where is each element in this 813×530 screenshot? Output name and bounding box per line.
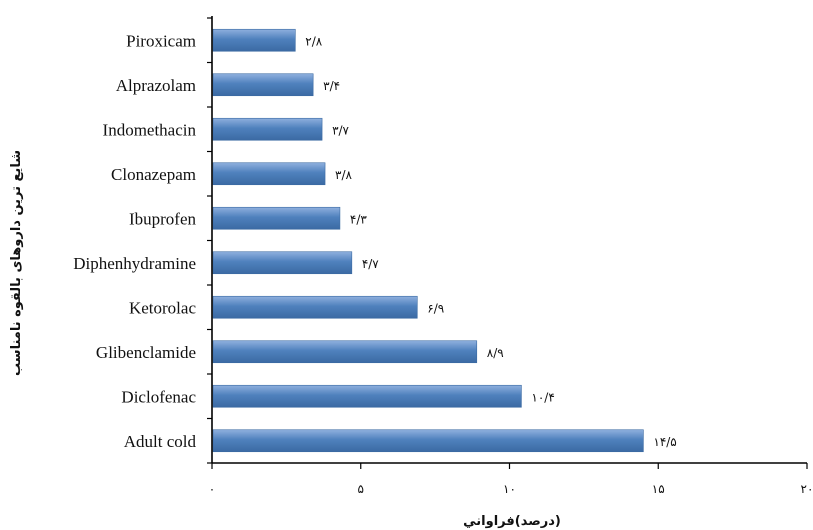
data-label: ۶/۹ [427,301,444,315]
x-axis-title: (درصد)فراواني [463,514,561,529]
labels-layer: Piroxicam ۲/۸ Alprazolam ۳/۴ Indomethacin ۳/۷… [73,31,813,496]
data-label: ۳/۸ [335,168,352,182]
bar-diphenhydramine [212,251,353,275]
x-tick-label: ۱۰ [503,482,516,496]
category-label: Diclofenac [121,387,196,406]
category-label: Ibuprofen [129,209,197,228]
data-label: ۳/۷ [332,123,349,137]
data-label: ۱۰/۴ [531,390,554,404]
data-label: ۴/۷ [362,257,379,271]
y-axis-title: شایع ترین داروهای بالقوه نامناسب [9,150,24,376]
bar-piroxicam [212,28,296,52]
bar-indomethacin [212,117,323,141]
category-label: Glibenclamide [96,343,196,362]
bar-adult-cold [212,429,644,453]
bar-alprazolam [212,73,314,97]
bar-ketorolac [212,295,418,319]
category-label: Alprazolam [116,76,196,95]
bar-diclofenac [212,384,522,408]
bar-ibuprofen [212,206,341,230]
data-label: ۴/۳ [350,212,367,226]
category-label: Adult cold [124,432,197,451]
category-label: Ketorolac [129,298,196,317]
category-label: Indomethacin [103,120,197,139]
x-tick-label: ۱۵ [652,482,665,496]
data-label: ۲/۸ [305,34,322,48]
x-tick-label: ۰ [209,482,215,496]
category-label: Piroxicam [126,31,196,50]
x-tick-label: ۵ [358,482,364,496]
category-label: Diphenhydramine [73,254,196,273]
data-label: ۸/۹ [487,346,504,360]
bar-clonazepam [212,162,326,186]
data-label: ۳/۴ [323,79,340,93]
axes-layer [207,16,808,469]
category-label: Clonazepam [111,165,196,184]
bars-layer [212,28,644,453]
bar-glibenclamide [212,340,478,364]
data-label: ۱۴/۵ [653,435,676,449]
x-tick-label: ۲۰ [801,482,813,496]
